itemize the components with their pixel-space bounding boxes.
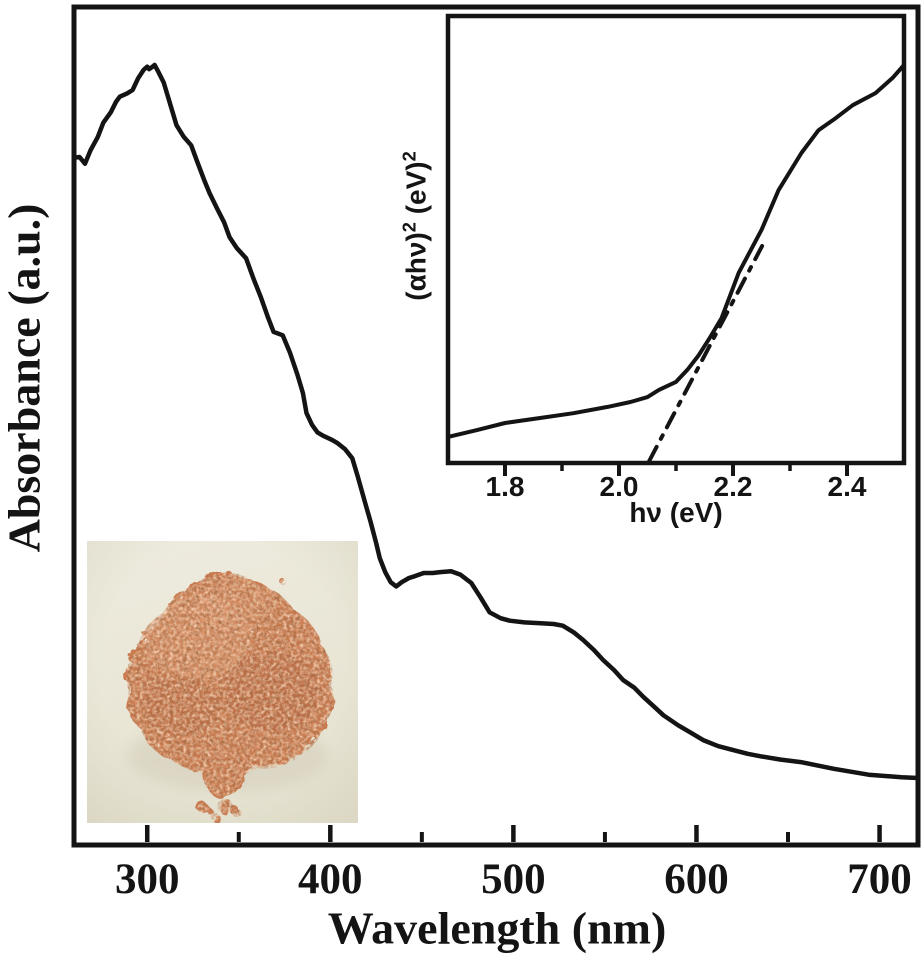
inset-x-tick-label: 2.4 [827, 471, 867, 502]
inset-x-axis-label: hν (eV) [629, 497, 723, 528]
powder-photo-graphic [87, 541, 358, 823]
sample-powder-photo [87, 541, 358, 823]
tauc-curve [446, 63, 906, 439]
main-x-tick-label: 700 [847, 856, 912, 903]
inset-y-label-base1: (αhν) [400, 232, 432, 301]
inset-y-label-exp1: 2 [399, 222, 420, 233]
main-x-tick-label: 400 [298, 856, 363, 903]
main-plot-border [71, 4, 921, 848]
inset-y-label-base2: (eV) [400, 161, 432, 223]
main-x-axis-label: Wavelength (nm) [327, 902, 667, 954]
inset-y-axis-label: (αhν)2 (eV)2 [399, 151, 432, 300]
main-y-axis-label: Absorbance (a.u.) [0, 203, 50, 553]
main-x-tick-label: 600 [664, 856, 729, 903]
main-x-tick-label: 500 [481, 856, 546, 903]
inset-x-tick-label: 2.0 [599, 471, 639, 502]
main-x-tick-label: 300 [114, 856, 180, 903]
bandgap-tangent-line [647, 244, 765, 463]
inset-plot-border [445, 13, 907, 466]
photo-vignette [87, 541, 358, 823]
inset-y-label-exp2: 2 [399, 151, 420, 162]
inset-x-tick-label: 2.2 [713, 471, 753, 502]
absorbance-curve [71, 62, 921, 781]
inset-x-tick-label: 1.8 [485, 471, 525, 502]
